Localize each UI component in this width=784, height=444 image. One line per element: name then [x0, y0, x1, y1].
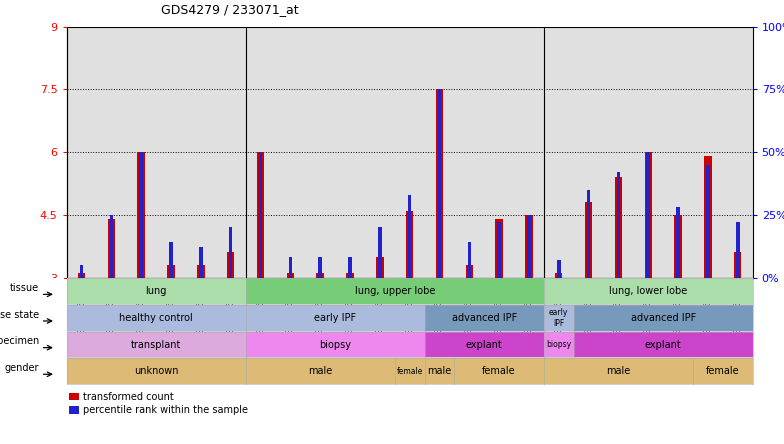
- Bar: [197, 265, 205, 278]
- Text: transformed count: transformed count: [83, 392, 174, 401]
- Text: percentile rank within the sample: percentile rank within the sample: [83, 405, 248, 415]
- Bar: [436, 89, 443, 278]
- Text: unknown: unknown: [134, 366, 179, 376]
- Bar: [167, 265, 175, 278]
- Bar: [527, 215, 531, 278]
- Bar: [317, 274, 324, 278]
- Bar: [437, 89, 441, 278]
- Bar: [406, 210, 413, 278]
- Bar: [677, 207, 680, 278]
- Text: lung, lower lobe: lung, lower lobe: [609, 286, 688, 296]
- Bar: [617, 172, 620, 278]
- Text: explant: explant: [466, 340, 503, 349]
- Bar: [734, 252, 742, 278]
- Bar: [289, 258, 292, 278]
- Text: lung: lung: [145, 286, 167, 296]
- Bar: [466, 265, 473, 278]
- Bar: [467, 242, 471, 278]
- Text: lung, upper lobe: lung, upper lobe: [354, 286, 435, 296]
- Text: explant: explant: [644, 340, 681, 349]
- Bar: [140, 152, 143, 278]
- Bar: [259, 152, 263, 278]
- Text: early
IPF: early IPF: [549, 308, 568, 328]
- Bar: [615, 177, 622, 278]
- Bar: [257, 152, 264, 278]
- Bar: [227, 252, 234, 278]
- Bar: [376, 257, 383, 278]
- Text: healthy control: healthy control: [119, 313, 193, 323]
- Bar: [78, 274, 85, 278]
- Text: advanced IPF: advanced IPF: [452, 313, 517, 323]
- Text: biopsy: biopsy: [319, 340, 351, 349]
- Bar: [674, 215, 682, 278]
- Text: tissue: tissue: [10, 283, 39, 293]
- Bar: [555, 274, 562, 278]
- Bar: [169, 242, 172, 278]
- Bar: [557, 260, 561, 278]
- Bar: [408, 195, 412, 278]
- Bar: [229, 227, 233, 278]
- Text: early IPF: early IPF: [314, 313, 356, 323]
- Bar: [644, 152, 652, 278]
- Bar: [348, 258, 352, 278]
- Bar: [647, 152, 650, 278]
- Bar: [378, 227, 382, 278]
- Bar: [318, 258, 322, 278]
- Text: disease state: disease state: [0, 310, 39, 320]
- Text: specimen: specimen: [0, 337, 39, 346]
- Text: transplant: transplant: [131, 340, 181, 349]
- Bar: [704, 156, 712, 278]
- Text: female: female: [397, 367, 423, 376]
- Text: GDS4279 / 233071_at: GDS4279 / 233071_at: [161, 3, 299, 16]
- Text: advanced IPF: advanced IPF: [630, 313, 695, 323]
- Bar: [199, 247, 202, 278]
- Bar: [585, 202, 593, 278]
- Text: female: female: [482, 366, 516, 376]
- Bar: [497, 222, 501, 278]
- Text: male: male: [308, 366, 332, 376]
- Bar: [110, 215, 113, 278]
- Bar: [107, 219, 115, 278]
- Bar: [736, 222, 739, 278]
- Bar: [706, 165, 710, 278]
- Bar: [80, 265, 83, 278]
- Bar: [525, 215, 532, 278]
- Bar: [69, 392, 79, 400]
- Bar: [347, 274, 354, 278]
- Bar: [137, 152, 145, 278]
- Bar: [287, 274, 294, 278]
- Text: male: male: [427, 366, 452, 376]
- Bar: [69, 406, 79, 414]
- Text: male: male: [606, 366, 630, 376]
- Text: biopsy: biopsy: [546, 340, 572, 349]
- Bar: [495, 219, 503, 278]
- Text: gender: gender: [5, 363, 39, 373]
- Bar: [586, 190, 590, 278]
- Text: female: female: [706, 366, 739, 376]
